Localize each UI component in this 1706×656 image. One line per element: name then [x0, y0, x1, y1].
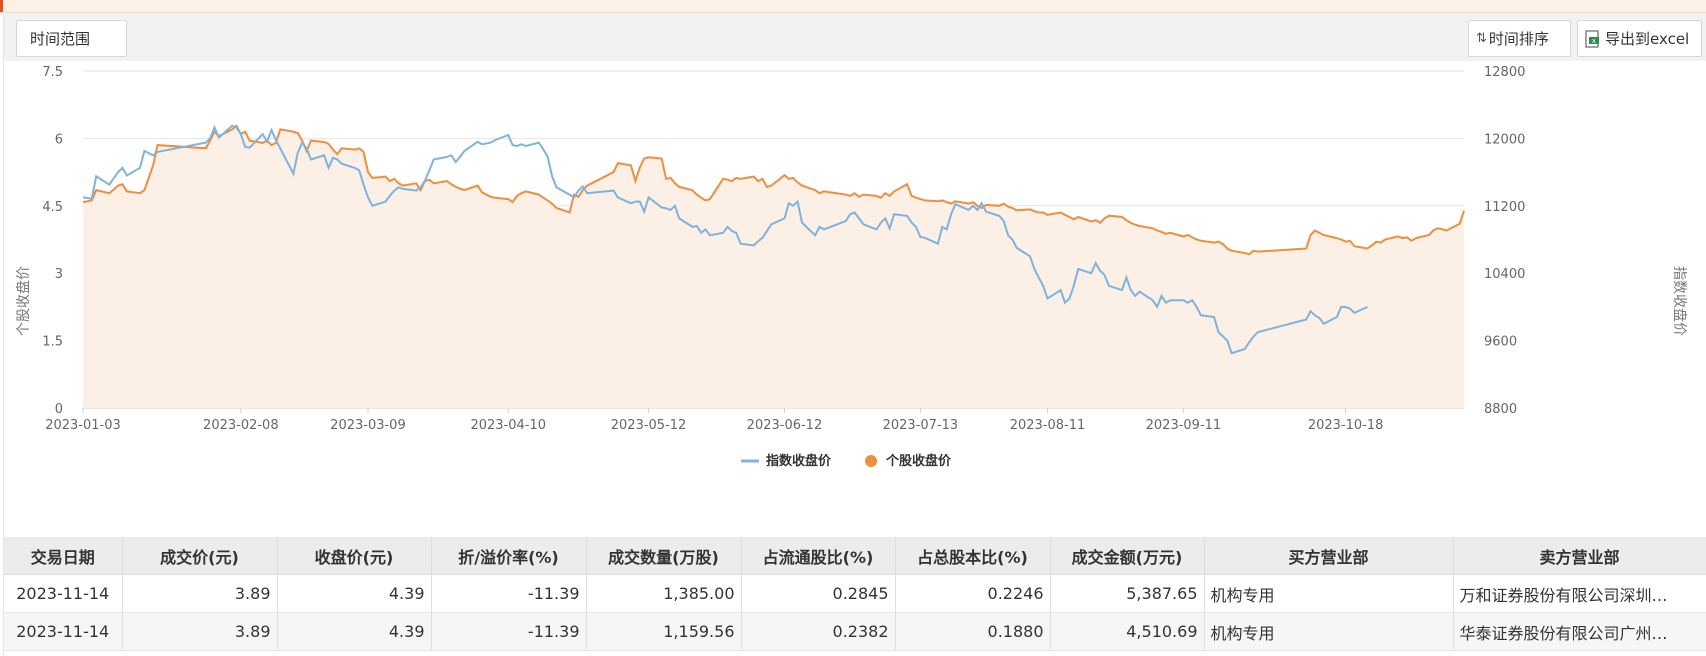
table-cell: 华泰证券股份有限公司广州…	[1453, 612, 1706, 651]
column-header[interactable]: 交易日期	[4, 537, 123, 575]
table-cell: 3.89	[122, 574, 278, 613]
table-cell: 1,385.00	[586, 574, 742, 613]
export-excel-label: 导出到excel	[1605, 30, 1690, 48]
right-tick-label: 9600	[1484, 335, 1517, 350]
x-tick-label: 2023-07-13	[883, 418, 959, 433]
left-tick-label: 6	[55, 132, 63, 147]
table-cell: 万和证券股份有限公司深圳…	[1453, 574, 1706, 613]
table-row: 2023-11-14 3.89 4.39 -11.39 1,159.56 0.2382 0.…	[4, 612, 1706, 651]
block-trade-table: 交易日期 成交价(元) 收盘价(元) 折/溢价率(%) 成交数量(万股) 占流通股比(%)…	[4, 537, 1706, 651]
right-tick-label: 10400	[1484, 267, 1525, 282]
right-tick-label: 11200	[1484, 200, 1525, 215]
column-header[interactable]: 折/溢价率(%)	[431, 537, 587, 575]
left-axis-title: 个股收盘价	[15, 266, 32, 336]
table-cell: 4,510.69	[1050, 612, 1205, 651]
right-tick-label: 12800	[1484, 65, 1525, 80]
column-header[interactable]: 成交价(元)	[122, 537, 278, 575]
table-cell: 0.1880	[895, 612, 1051, 651]
column-header[interactable]: 成交数量(万股)	[586, 537, 742, 575]
left-tick-label: 7.5	[42, 65, 63, 80]
x-tick-label: 2023-09-11	[1146, 418, 1222, 433]
top-tab-strip	[0, 0, 1706, 13]
table-cell: 机构专用	[1204, 612, 1454, 651]
export-excel-button[interactable]: x 导出到excel	[1577, 20, 1702, 57]
stock-price-area	[83, 125, 1464, 409]
index-price-line	[82, 124, 1368, 355]
x-tick-label: 2023-01-03	[45, 418, 121, 433]
x-tick-label: 2023-08-11	[1010, 418, 1086, 433]
table-cell: 1,159.56	[586, 612, 742, 651]
column-header[interactable]: 收盘价(元)	[277, 537, 432, 575]
x-tick-label: 2023-05-12	[611, 418, 687, 433]
table-cell: 2023-11-14	[4, 574, 123, 613]
table-cell: 0.2246	[895, 574, 1051, 613]
stock-price-line	[82, 124, 1465, 256]
table-cell: 4.39	[277, 574, 432, 613]
left-tick-label: 1.5	[42, 335, 63, 350]
table-row: 2023-11-14 3.89 4.39 -11.39 1,385.00 0.2845 0.…	[4, 574, 1706, 613]
table-cell: -11.39	[431, 612, 587, 651]
table-cell: 0.2845	[741, 574, 896, 613]
table-cell: 5,387.65	[1050, 574, 1205, 613]
time-sort-button[interactable]: ⇅ 时间排序	[1468, 20, 1571, 57]
sort-icon: ⇅	[1476, 31, 1487, 46]
left-tick-label: 4.5	[42, 200, 63, 215]
chart-legend: 指数收盘价 个股收盘价	[741, 453, 952, 469]
x-tick-label: 2023-10-18	[1308, 418, 1384, 433]
x-tick-label: 2023-03-09	[330, 418, 406, 433]
left-tick-label: 3	[55, 267, 63, 282]
column-header[interactable]: 卖方营业部	[1453, 537, 1706, 575]
table-cell: 机构专用	[1204, 574, 1454, 613]
column-header[interactable]: 买方营业部	[1204, 537, 1454, 575]
column-header[interactable]: 占流通股比(%)	[741, 537, 896, 575]
x-tick-label: 2023-04-10	[470, 418, 546, 433]
table-cell: 2023-11-14	[4, 612, 123, 651]
left-tick-label: 0	[55, 402, 63, 417]
legend-stock-swatch	[865, 455, 877, 467]
svg-text:x: x	[1592, 37, 1596, 45]
excel-icon: x	[1585, 29, 1601, 48]
time-sort-label: 时间排序	[1488, 30, 1549, 48]
legend-index-label: 指数收盘价	[766, 453, 832, 469]
legend-stock-label: 个股收盘价	[885, 453, 952, 469]
accent-mark	[0, 0, 3, 12]
right-tick-label: 8800	[1484, 402, 1517, 417]
table-cell: 4.39	[277, 612, 432, 651]
table-cell: 0.2382	[741, 612, 896, 651]
time-range-button[interactable]: 时间范围	[16, 20, 127, 57]
right-axis-title: 指数收盘价	[1671, 266, 1688, 336]
price-chart: 7.5 6 4.5 3 1.5 0 12800 12000 11200 10400 9600 880…	[15, 65, 1688, 469]
table-cell: 3.89	[122, 612, 278, 651]
right-tick-label: 12000	[1484, 132, 1525, 147]
x-tick-label: 2023-02-08	[203, 418, 279, 433]
column-header[interactable]: 成交金额(万元)	[1050, 537, 1205, 575]
x-tick-label: 2023-06-12	[747, 418, 823, 433]
left-border	[3, 12, 4, 656]
column-header[interactable]: 占总股本比(%)	[895, 537, 1051, 575]
table-cell: -11.39	[431, 574, 587, 613]
time-range-label: 时间范围	[30, 30, 91, 48]
toolbar: 时间范围 ⇅ 时间排序 x 导出到excel	[4, 13, 1706, 61]
